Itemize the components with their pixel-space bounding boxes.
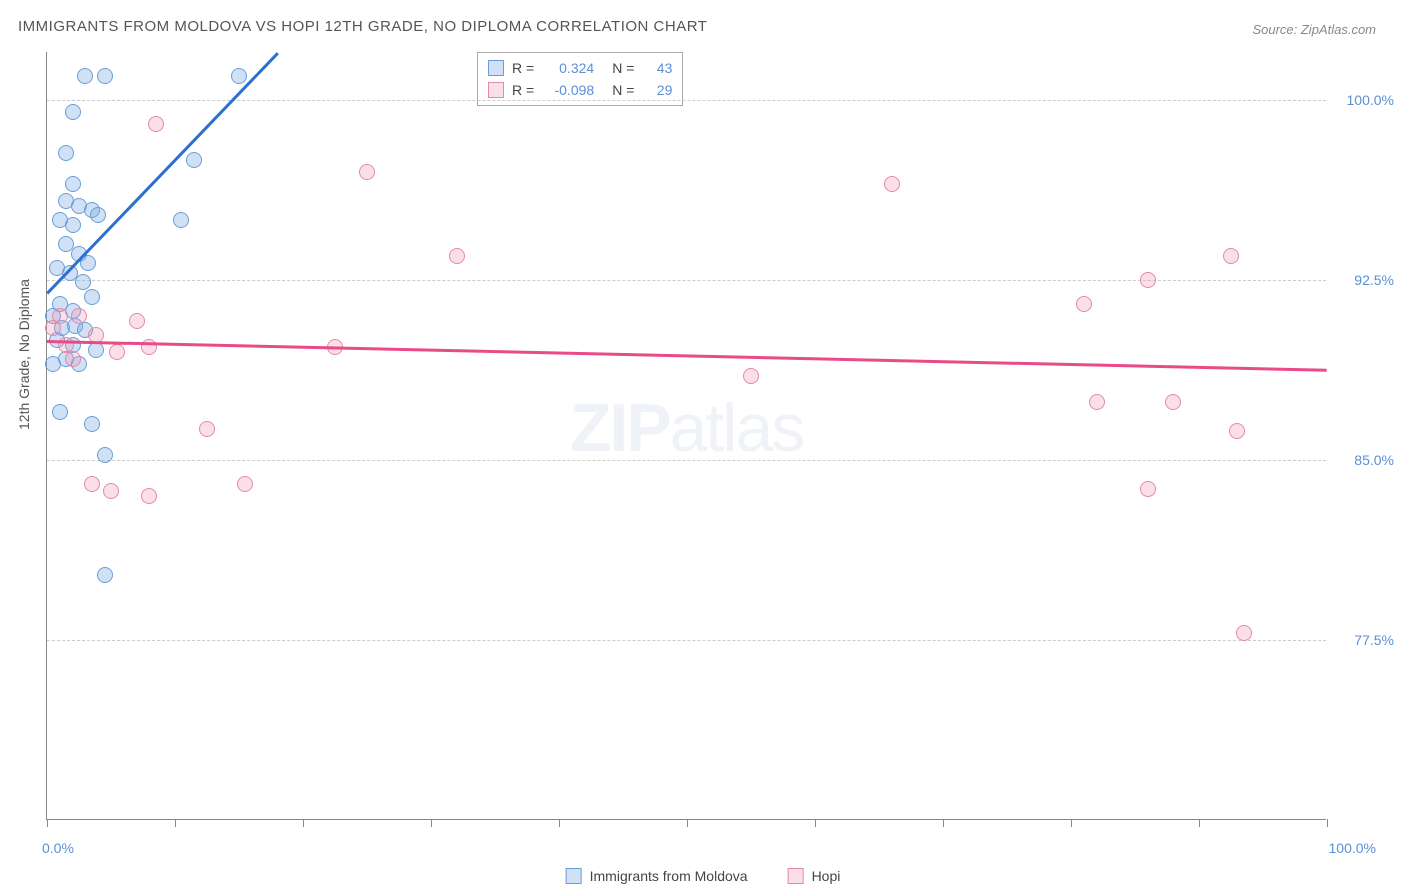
y-tick-label: 85.0% — [1354, 452, 1394, 468]
data-point — [97, 567, 113, 583]
data-point — [97, 68, 113, 84]
data-point — [1236, 625, 1252, 641]
source-label: Source: ZipAtlas.com — [1252, 22, 1376, 37]
legend-r-label: R = — [512, 60, 534, 76]
data-point — [141, 488, 157, 504]
legend-swatch — [566, 868, 582, 884]
data-point — [1165, 394, 1181, 410]
x-tick — [687, 819, 688, 827]
legend-n-label: N = — [612, 82, 634, 98]
data-point — [45, 356, 61, 372]
data-point — [65, 351, 81, 367]
legend-item: Hopi — [788, 868, 841, 884]
data-point — [65, 176, 81, 192]
trend-line — [46, 52, 278, 294]
x-max-label: 100.0% — [1329, 840, 1376, 856]
data-point — [884, 176, 900, 192]
legend-n-value: 43 — [642, 60, 672, 76]
data-point — [186, 152, 202, 168]
data-point — [359, 164, 375, 180]
legend-swatch — [788, 868, 804, 884]
gridline — [47, 100, 1326, 101]
watermark-zip: ZIP — [570, 390, 670, 466]
data-point — [84, 416, 100, 432]
plot-area: ZIPatlas R =0.324N =43R =-0.098N =29 77.… — [46, 52, 1326, 820]
data-point — [743, 368, 759, 384]
legend-swatch — [488, 82, 504, 98]
legend-swatch — [488, 60, 504, 76]
data-point — [109, 344, 125, 360]
x-tick — [431, 819, 432, 827]
data-point — [58, 145, 74, 161]
data-point — [90, 207, 106, 223]
x-tick — [1327, 819, 1328, 827]
data-point — [237, 476, 253, 492]
legend-r-value: 0.324 — [542, 60, 594, 76]
data-point — [199, 421, 215, 437]
trend-line — [47, 340, 1327, 371]
legend-r-value: -0.098 — [542, 82, 594, 98]
correlation-legend: R = 0.324 N = 43 R = -0.098 N = 29 — [477, 52, 683, 106]
gridline — [47, 460, 1326, 461]
x-min-label: 0.0% — [42, 840, 74, 856]
data-point — [84, 289, 100, 305]
data-point — [1229, 423, 1245, 439]
legend-label: Immigrants from Moldova — [590, 868, 748, 884]
x-tick — [303, 819, 304, 827]
data-point — [1223, 248, 1239, 264]
data-point — [148, 116, 164, 132]
data-point — [77, 68, 93, 84]
x-tick — [175, 819, 176, 827]
y-tick-label: 77.5% — [1354, 632, 1394, 648]
legend-label: Hopi — [812, 868, 841, 884]
x-tick — [1071, 819, 1072, 827]
data-point — [75, 274, 91, 290]
data-point — [129, 313, 145, 329]
watermark-atlas: atlas — [670, 390, 804, 466]
legend-n-label: N = — [612, 60, 634, 76]
legend-r-label: R = — [512, 82, 534, 98]
data-point — [173, 212, 189, 228]
data-point — [1076, 296, 1092, 312]
x-tick — [943, 819, 944, 827]
data-point — [52, 404, 68, 420]
data-point — [45, 320, 61, 336]
legend-n-value: 29 — [642, 82, 672, 98]
x-tick — [47, 819, 48, 827]
data-point — [97, 447, 113, 463]
data-point — [88, 342, 104, 358]
x-tick — [815, 819, 816, 827]
gridline — [47, 280, 1326, 281]
legend-item: Immigrants from Moldova — [566, 868, 748, 884]
x-tick — [1199, 819, 1200, 827]
y-tick-label: 100.0% — [1347, 92, 1394, 108]
x-tick — [559, 819, 560, 827]
chart-title: IMMIGRANTS FROM MOLDOVA VS HOPI 12TH GRA… — [18, 18, 707, 35]
legend-row: R = 0.324 N = 43 — [488, 57, 672, 79]
data-point — [65, 104, 81, 120]
data-point — [1089, 394, 1105, 410]
y-axis-label: 12th Grade, No Diploma — [16, 279, 32, 430]
data-point — [84, 476, 100, 492]
data-point — [449, 248, 465, 264]
series-legend: Immigrants from Moldova Hopi — [566, 868, 841, 884]
watermark: ZIPatlas — [570, 389, 803, 467]
data-point — [71, 308, 87, 324]
legend-row: R = -0.098 N = 29 — [488, 79, 672, 101]
data-point — [231, 68, 247, 84]
data-point — [65, 217, 81, 233]
data-point — [103, 483, 119, 499]
data-point — [1140, 272, 1156, 288]
y-tick-label: 92.5% — [1354, 272, 1394, 288]
gridline — [47, 640, 1326, 641]
data-point — [1140, 481, 1156, 497]
